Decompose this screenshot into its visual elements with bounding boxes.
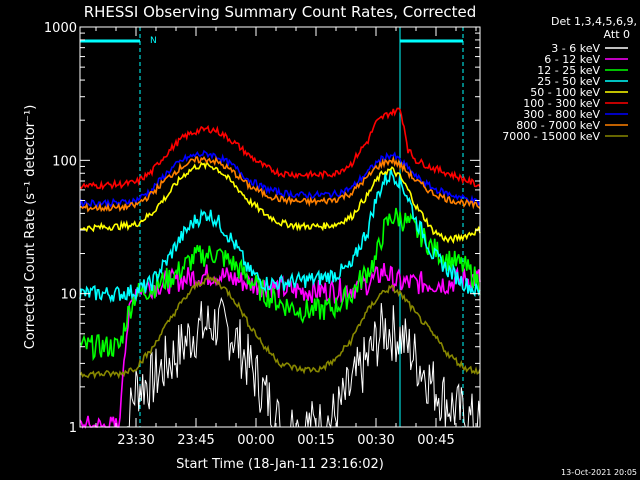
x-tick-label: 23:45	[177, 433, 214, 448]
x-axis-label: Start Time (18-Jan-11 23:16:02)	[176, 457, 384, 472]
legend-header: Det 1,3,4,5,6,9,	[551, 15, 637, 28]
legend-subheader: Att 0	[604, 28, 630, 41]
x-tick-label: 00:00	[237, 433, 274, 448]
series-line	[79, 155, 481, 213]
y-axis-label: Corrected Count Rate (s⁻¹ detector⁻¹)	[23, 105, 38, 350]
chart-title: RHESSI Observing Summary Count Rates, Co…	[84, 3, 477, 21]
x-tick-label: 00:45	[417, 433, 454, 448]
legend-label: 3 - 6 keV	[551, 42, 600, 55]
series-layer	[79, 107, 481, 429]
footer-date: 13-Oct-2021 20:05	[561, 468, 637, 477]
series-line	[79, 149, 481, 209]
y-tick-label: 100	[52, 154, 77, 169]
plot-frame	[79, 26, 481, 428]
legend-label: 6 - 12 keV	[544, 53, 600, 66]
night-marker: N	[150, 36, 157, 46]
x-tick-label: 00:30	[357, 433, 394, 448]
legend-label: 7000 - 15000 keV	[502, 130, 600, 143]
series-line	[79, 168, 481, 304]
axes: 1 10 100 1000 23:30 23:45 00:00 00:15 00:30 00:45	[44, 21, 481, 448]
legend-label: 50 - 100 keV	[530, 86, 600, 99]
y-tick-label: 10	[60, 288, 77, 303]
legend-label: 12 - 25 keV	[537, 64, 600, 77]
legend-label: 25 - 50 keV	[537, 75, 600, 88]
y-tick-label: 1	[69, 421, 77, 436]
legend-label: 800 - 7000 keV	[516, 119, 600, 132]
y-tick-label: 1000	[44, 21, 77, 36]
legend-label: 100 - 300 keV	[523, 97, 600, 110]
series-line	[79, 160, 481, 245]
series-line	[79, 272, 481, 380]
x-tick-label: 23:30	[117, 433, 154, 448]
legend-label: 300 - 800 keV	[523, 108, 600, 121]
x-tick-label: 00:15	[297, 433, 334, 448]
series-line	[79, 107, 481, 191]
